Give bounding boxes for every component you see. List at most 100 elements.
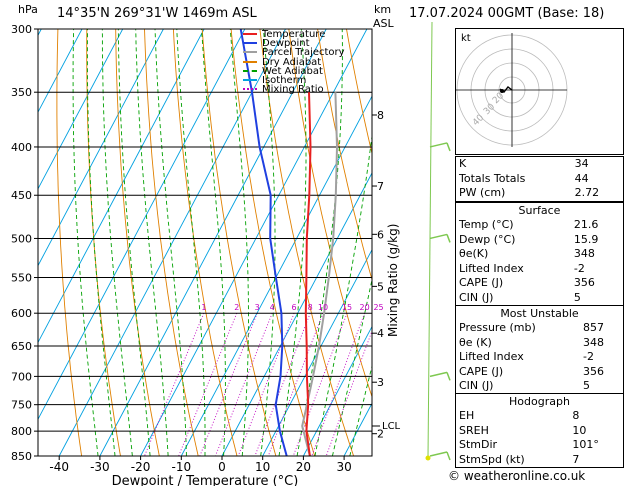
dry-adiabat xyxy=(172,29,238,456)
most-unstable-table: Most Unstable Pressure (mb) 857 θe (K) 348 L… xyxy=(455,305,624,395)
row-value: 8 xyxy=(572,409,580,423)
wet-adiabat xyxy=(86,29,116,456)
wet-adiabat xyxy=(176,29,206,456)
legend-label: Parcel Trajectory xyxy=(262,47,345,59)
mixing-ratio-line xyxy=(178,313,238,456)
dry-adiabat xyxy=(230,29,316,456)
mixing-ratio-axis-label: Mixing Ratio (g/kg) xyxy=(386,224,400,337)
table-row: CIN (J) 5 xyxy=(456,291,621,306)
pressure-unit-label: hPa xyxy=(18,3,38,16)
pressure-tick-label: 850 xyxy=(11,450,32,463)
row-value: 5 xyxy=(582,379,590,393)
legend-label: Mixing Ratio xyxy=(262,84,324,96)
hodograph-table: Hodograph EH 8 SREH 10 StmDir 101° StmSpd (kt)… xyxy=(455,393,624,468)
mixing-ratio-label: 25 xyxy=(373,303,383,312)
temp-tick-label: 10 xyxy=(255,460,270,474)
isotherm-line xyxy=(303,325,372,456)
storm-motion-marker xyxy=(500,89,504,93)
pressure-tick-label: 800 xyxy=(11,425,32,438)
isotherm-line xyxy=(38,29,124,190)
pressure-tick-label: 450 xyxy=(11,189,32,202)
row-label: PW (cm) xyxy=(459,186,506,200)
mixing-ratio-label: 10 xyxy=(318,303,328,312)
dry-adiabat xyxy=(115,29,160,456)
wet-adiabat xyxy=(296,29,343,456)
row-label: CIN (J) xyxy=(459,379,494,393)
temp-tick-label: 20 xyxy=(296,460,311,474)
wet-adiabat xyxy=(135,29,169,456)
isotherm-line xyxy=(58,29,286,456)
isotherm-line xyxy=(38,29,83,113)
legend-label: Dry Adiabat xyxy=(262,56,322,68)
legend-entry: Dewpoint xyxy=(243,38,345,50)
row-label: Pressure (mb) xyxy=(459,321,536,335)
wet-adiabat xyxy=(349,364,372,456)
table-row: CAPE (J) 356 xyxy=(456,365,621,380)
plot-area xyxy=(38,29,372,456)
pressure-tick-label: 550 xyxy=(11,272,32,285)
temp-tick-label: -10 xyxy=(171,460,191,474)
legend-swatch xyxy=(243,88,257,91)
lcl-label: LCL xyxy=(382,421,401,432)
mixing-ratio-label: 3 xyxy=(255,303,260,312)
legend-entry: Dry Adiabat xyxy=(243,56,345,68)
table-row: PW (cm) 2.72 xyxy=(456,186,621,201)
isotherm-line xyxy=(140,29,368,456)
height-tick-label: 2 xyxy=(377,428,384,441)
height-tick-label: 7 xyxy=(377,180,384,193)
wet-adiabat xyxy=(117,29,151,456)
legend-swatch xyxy=(243,42,257,45)
height-tick-label: 3 xyxy=(377,376,384,389)
legend-label: Dewpoint xyxy=(262,38,310,50)
pressure-tick-label: 600 xyxy=(11,307,32,320)
wet-adiabat xyxy=(229,29,249,456)
legend-entry: Temperature xyxy=(243,30,345,40)
row-value: 15.9 xyxy=(573,232,599,246)
table-row: SREH 10 xyxy=(456,424,621,439)
pressure-tick-label: 650 xyxy=(11,340,32,353)
legend-swatch xyxy=(243,33,257,35)
isotherm-line xyxy=(221,172,372,456)
wet-adiabat xyxy=(278,29,307,456)
table-row: K 34 xyxy=(456,157,621,172)
legend-entry: Mixing Ratio xyxy=(243,84,345,96)
wet-adiabat xyxy=(331,277,372,456)
pressure-tick-label: 700 xyxy=(11,370,32,383)
height-tick-label: 5 xyxy=(377,280,384,293)
table-row: Temp (°C) 21.6 xyxy=(456,218,621,233)
dry-adiabat xyxy=(259,29,355,456)
legend-label: Wet Adiabat xyxy=(262,65,323,77)
wet-adiabat xyxy=(72,29,99,456)
wind-barb xyxy=(429,142,451,152)
table-row: CAPE (J) 356 xyxy=(456,276,621,291)
height-tick-label: 8 xyxy=(377,109,384,122)
legend-swatch xyxy=(243,78,257,81)
hodograph-ring-label: 20 xyxy=(491,91,506,106)
row-value: 356 xyxy=(582,364,604,378)
forecast-datetime: 17.07.2024 00GMT (Base: 18) xyxy=(409,6,605,21)
row-value: 10 xyxy=(572,423,587,437)
legend-swatch xyxy=(243,69,257,72)
hodograph-panel: kt 20 30 40 xyxy=(455,28,624,155)
credit-text: © weatheronline.co.uk xyxy=(448,469,586,483)
table-row: CIN (J) 5 xyxy=(456,379,621,394)
dry-adiabat xyxy=(144,29,199,456)
row-label: K xyxy=(459,157,467,171)
dry-adiabat xyxy=(288,29,372,399)
pressure-tick-label: 400 xyxy=(11,141,32,154)
surface-table: Surface Temp (°C) 21.6 Dewp (°C) 15.9 θe(K) 3… xyxy=(455,202,624,306)
chart-legend: Temperature Dewpoint Parcel Trajectory Dry … xyxy=(243,30,345,96)
row-label: StmDir xyxy=(459,438,498,452)
table-row: Pressure (mb) 857 xyxy=(456,321,621,336)
height-tick-label: 6 xyxy=(377,228,384,241)
legend-entry: Parcel Trajectory xyxy=(243,47,345,59)
row-value: 857 xyxy=(582,321,604,335)
hodograph-title: Hodograph xyxy=(509,395,570,408)
row-value: -2 xyxy=(573,261,585,275)
hodograph-unit: kt xyxy=(461,33,471,44)
table-row: Totals Totals 44 xyxy=(456,172,621,187)
height-unit-label: km xyxy=(374,3,392,16)
table-row: Lifted Index -2 xyxy=(456,262,621,277)
mixing-ratio-label: 2 xyxy=(234,303,239,312)
